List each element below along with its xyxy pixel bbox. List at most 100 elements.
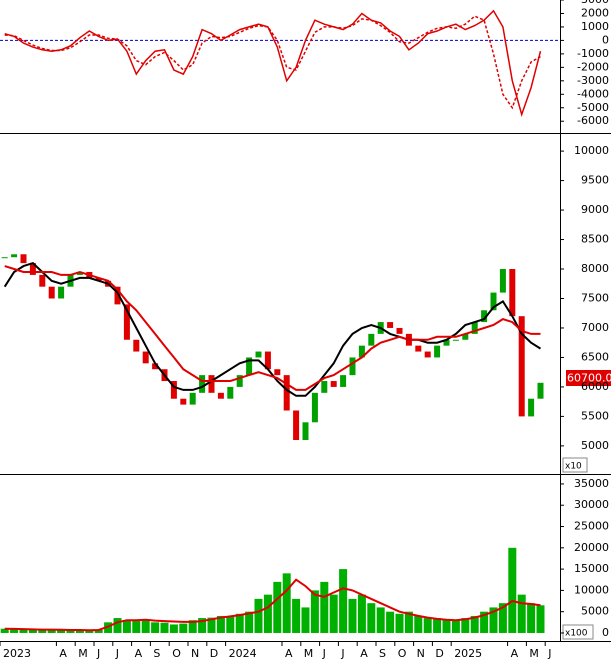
unit-box xyxy=(562,457,588,473)
candle xyxy=(349,357,356,376)
candle xyxy=(1,257,8,259)
x-tick-label: O xyxy=(398,647,407,660)
candle xyxy=(20,254,27,264)
candle xyxy=(29,263,36,275)
volume-bar xyxy=(395,613,404,633)
last-price-label: 60700.00 xyxy=(567,372,611,385)
y-tick-label: -2000 xyxy=(577,60,609,73)
volume-bar xyxy=(160,622,169,633)
x-tick-label: J xyxy=(547,647,551,660)
y-tick-label: -4000 xyxy=(577,87,609,100)
volume-bar xyxy=(376,607,385,633)
volume-bar xyxy=(282,573,291,633)
candle xyxy=(133,339,140,352)
x-tick-label: J xyxy=(96,647,100,660)
candle xyxy=(340,375,347,387)
volume-bar xyxy=(66,630,75,633)
volume-bar xyxy=(94,629,103,633)
volume-bar xyxy=(0,628,9,633)
volume-bar xyxy=(47,629,56,633)
candle xyxy=(274,369,281,376)
candle xyxy=(255,351,262,358)
candle xyxy=(321,381,328,393)
x-tick-label: N xyxy=(191,647,199,660)
volume-bar xyxy=(141,619,150,633)
candle xyxy=(180,398,187,405)
oscillator-line xyxy=(4,15,541,110)
candle xyxy=(114,286,121,305)
volume-bar xyxy=(10,629,19,633)
x-tick-label: J xyxy=(340,647,344,660)
volume-bar xyxy=(188,620,197,633)
volume-bar xyxy=(527,603,536,633)
candle xyxy=(462,333,469,340)
volume-unit: x100 xyxy=(565,629,588,639)
volume-bar xyxy=(151,622,160,633)
candle xyxy=(283,375,290,411)
x-tick-label: S xyxy=(153,647,160,660)
volume-bar xyxy=(367,603,376,633)
y-tick-label: 7500 xyxy=(581,291,609,304)
candle xyxy=(434,345,441,358)
candle xyxy=(58,286,65,299)
candle xyxy=(236,375,243,387)
candle xyxy=(415,345,422,352)
volume-bar xyxy=(461,618,470,633)
y-tick-label: 9000 xyxy=(581,203,609,216)
y-tick-label: 35000 xyxy=(574,477,609,490)
candle xyxy=(499,269,506,293)
volume-bar xyxy=(273,581,282,633)
candle xyxy=(11,254,18,258)
moving-average xyxy=(4,265,541,391)
y-tick-label: 7000 xyxy=(581,321,609,334)
candle xyxy=(368,333,375,346)
y-tick-label: 30000 xyxy=(574,498,609,511)
y-tick-label: 5500 xyxy=(581,409,609,422)
x-tick-label: 2023 xyxy=(3,647,31,660)
candle xyxy=(330,381,337,387)
volume-bar xyxy=(433,618,442,633)
volume-bar xyxy=(169,624,178,633)
candle xyxy=(537,382,544,399)
x-tick-label: A xyxy=(285,647,293,660)
x-tick-label: N xyxy=(417,647,425,660)
candle xyxy=(199,375,206,393)
candle xyxy=(311,392,318,423)
volume-bar xyxy=(85,629,94,633)
y-tick-label: 15000 xyxy=(574,562,609,575)
y-tick-label: 8500 xyxy=(581,233,609,246)
candle xyxy=(95,277,102,281)
x-tick-label: 2025 xyxy=(454,647,482,660)
candle xyxy=(424,351,431,358)
y-tick-label: 1000 xyxy=(581,20,609,33)
volume-bar xyxy=(357,594,366,633)
candle xyxy=(152,363,159,370)
volume-bar xyxy=(536,605,545,633)
candle xyxy=(189,392,196,405)
candle xyxy=(142,351,149,364)
volume-bar xyxy=(113,618,122,633)
y-tick-label: 0 xyxy=(602,33,609,46)
volume-bar xyxy=(517,594,526,633)
volume-bar xyxy=(498,603,507,633)
y-tick-label: 10000 xyxy=(574,583,609,596)
volume-bar xyxy=(38,629,47,633)
volume-bar xyxy=(451,620,460,633)
volume-bar xyxy=(329,594,338,633)
candle xyxy=(471,322,478,334)
candle xyxy=(358,345,365,358)
volume-bar xyxy=(207,617,216,633)
candle xyxy=(76,271,83,275)
y-tick-label: 9500 xyxy=(581,174,609,187)
candle xyxy=(246,357,253,376)
y-tick-label: 2000 xyxy=(581,6,609,19)
y-tick-label: -5000 xyxy=(577,101,609,114)
volume-bar xyxy=(404,611,413,633)
y-tick-label: 8000 xyxy=(581,262,609,275)
x-tick-label: D xyxy=(435,647,443,660)
volume-bar xyxy=(179,623,188,633)
volume-bar xyxy=(301,607,310,633)
y-tick-label: 10000 xyxy=(574,144,609,157)
y-tick-label: 25000 xyxy=(574,520,609,533)
volume-bar xyxy=(292,598,301,633)
